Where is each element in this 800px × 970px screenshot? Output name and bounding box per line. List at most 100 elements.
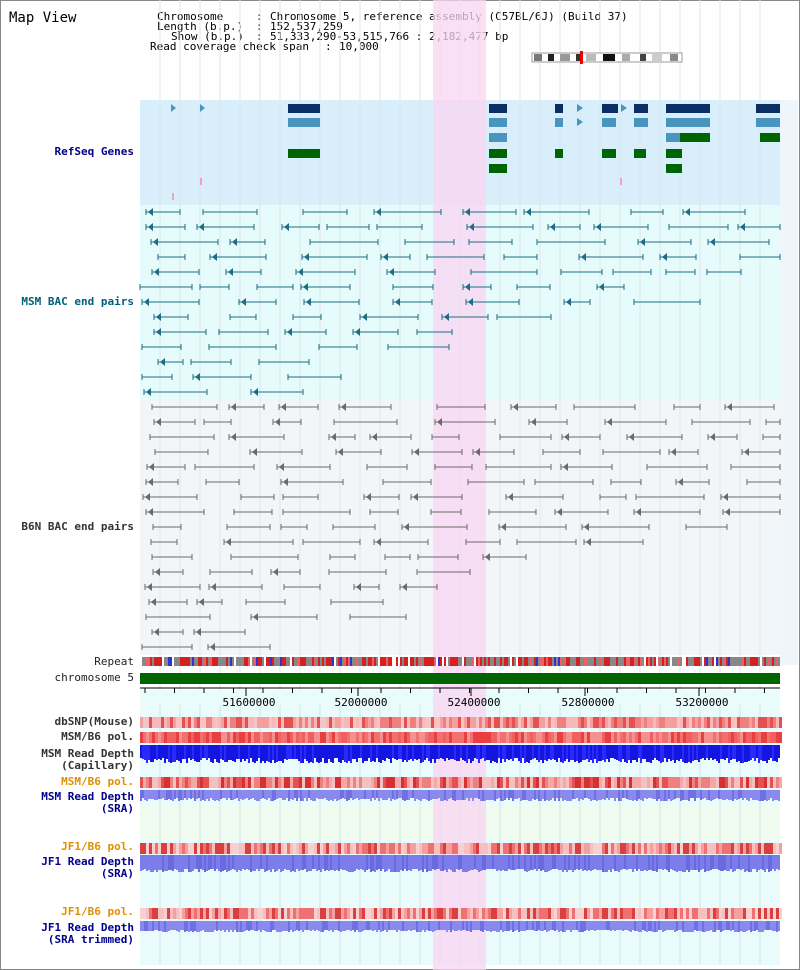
msm-bac-pairs-track[interactable] bbox=[139, 208, 781, 396]
repeat-segment bbox=[504, 657, 506, 666]
gene-feature[interactable] bbox=[666, 149, 682, 158]
heatmap-cell bbox=[422, 908, 425, 919]
heatmap-cell bbox=[371, 732, 374, 743]
track-label-b6n-bac[interactable]: B6N BAC end pairs bbox=[21, 520, 134, 533]
gene-feature[interactable] bbox=[288, 149, 320, 158]
gene-marker[interactable] bbox=[171, 104, 176, 112]
heatmap-cell bbox=[371, 843, 374, 854]
heatmap-cell bbox=[299, 908, 302, 919]
heatmap-cell bbox=[293, 908, 296, 919]
gene-feature[interactable] bbox=[555, 104, 563, 113]
depth-bar bbox=[456, 790, 458, 800]
gene-feature[interactable] bbox=[634, 118, 648, 127]
gene-feature[interactable] bbox=[666, 133, 680, 142]
ideogram-position-marker[interactable] bbox=[580, 51, 583, 64]
depth-bar bbox=[338, 790, 340, 800]
chromosome-ideogram[interactable] bbox=[531, 51, 683, 64]
bac-end-arrow bbox=[599, 283, 604, 291]
repeat-segment bbox=[170, 657, 172, 666]
heatmap-cell bbox=[434, 717, 437, 728]
heatmap-cell bbox=[398, 908, 401, 919]
depth-bar bbox=[314, 921, 316, 931]
repeat-segment bbox=[174, 657, 176, 666]
gene-feature[interactable] bbox=[634, 104, 648, 113]
gene-marker[interactable] bbox=[577, 118, 583, 126]
gene-feature[interactable] bbox=[555, 149, 563, 158]
heatmap-cell bbox=[581, 843, 584, 854]
depth-bar bbox=[162, 921, 164, 932]
gene-feature[interactable] bbox=[666, 164, 682, 173]
bac-end-arrow bbox=[744, 448, 749, 456]
gene-feature[interactable] bbox=[602, 118, 616, 127]
heatmap-cell bbox=[344, 908, 347, 919]
depth-bar bbox=[760, 855, 762, 869]
gene-feature[interactable] bbox=[602, 149, 616, 158]
gene-feature[interactable] bbox=[666, 104, 710, 113]
depth-bar bbox=[648, 745, 650, 762]
heatmap-cell bbox=[380, 843, 383, 854]
heatmap-cell bbox=[515, 777, 518, 788]
track-label-refseq[interactable]: RefSeq Genes bbox=[54, 145, 134, 158]
depth-bar bbox=[578, 855, 580, 870]
gene-feature[interactable] bbox=[680, 133, 710, 142]
refseq-genes-track[interactable] bbox=[171, 104, 780, 200]
gene-feature[interactable] bbox=[634, 149, 646, 158]
depth-bar bbox=[376, 921, 378, 932]
gene-marker[interactable] bbox=[200, 104, 205, 112]
repeat-segment bbox=[612, 657, 614, 666]
heatmap-cell bbox=[668, 732, 671, 743]
depth-bar bbox=[466, 790, 468, 798]
gene-feature[interactable] bbox=[756, 104, 780, 113]
depth-bar bbox=[260, 745, 262, 763]
depth-bar bbox=[354, 790, 356, 799]
b6n-bac-pairs-track[interactable] bbox=[141, 403, 781, 651]
track-label-msm-bac[interactable]: MSM BAC end pairs bbox=[21, 295, 134, 308]
depth-bar bbox=[220, 855, 222, 872]
gene-feature[interactable] bbox=[489, 149, 507, 158]
heatmap-cell bbox=[680, 777, 683, 788]
depth-bar bbox=[280, 790, 282, 798]
gene-feature[interactable] bbox=[288, 118, 320, 127]
gene-feature[interactable] bbox=[760, 133, 780, 142]
depth-bar bbox=[678, 921, 680, 930]
gene-feature[interactable] bbox=[489, 133, 507, 142]
heatmap-cell bbox=[500, 732, 503, 743]
depth-bar bbox=[186, 921, 188, 931]
depth-bar bbox=[168, 921, 170, 931]
heatmap-cell bbox=[491, 732, 494, 743]
selected-region-highlight[interactable] bbox=[433, 0, 486, 970]
heatmap-cell bbox=[755, 732, 758, 743]
gene-feature[interactable] bbox=[756, 118, 780, 127]
heatmap-cell bbox=[581, 732, 584, 743]
heatmap-cell bbox=[440, 908, 443, 919]
gene-feature[interactable] bbox=[489, 164, 507, 173]
heatmap-cell bbox=[671, 732, 674, 743]
gene-feature[interactable] bbox=[602, 104, 618, 113]
depth-bar bbox=[538, 790, 540, 801]
depth-bar bbox=[326, 790, 328, 800]
gene-feature[interactable] bbox=[666, 118, 710, 127]
depth-bar bbox=[600, 790, 602, 800]
depth-bar bbox=[708, 745, 710, 760]
depth-bar bbox=[628, 855, 630, 869]
heatmap-cell bbox=[743, 732, 746, 743]
heatmap-cell bbox=[278, 717, 281, 728]
gene-feature[interactable] bbox=[288, 104, 320, 113]
heatmap-tracks[interactable] bbox=[140, 717, 782, 932]
gene-marker[interactable] bbox=[577, 104, 583, 112]
gene-feature[interactable] bbox=[555, 118, 563, 127]
gene-feature[interactable] bbox=[489, 104, 507, 113]
depth-bar bbox=[650, 790, 652, 798]
depth-bar bbox=[450, 921, 452, 932]
depth-bar bbox=[442, 790, 444, 801]
gene-marker[interactable] bbox=[621, 104, 627, 112]
repeat-track[interactable] bbox=[140, 657, 780, 666]
gene-feature[interactable] bbox=[489, 118, 507, 127]
depth-bar bbox=[228, 921, 230, 932]
depth-bar bbox=[700, 790, 702, 800]
heatmap-cell bbox=[659, 908, 662, 919]
heatmap-cell bbox=[530, 908, 533, 919]
depth-bar bbox=[328, 855, 330, 871]
chromosome-bar[interactable] bbox=[140, 673, 780, 684]
